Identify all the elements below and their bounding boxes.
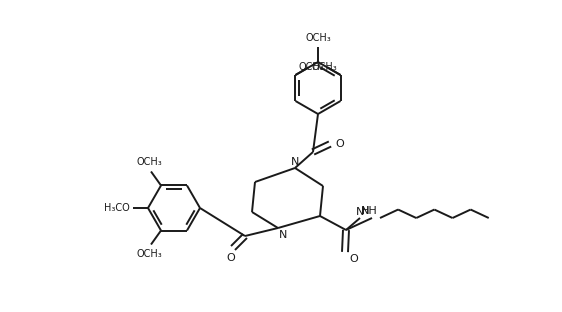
Text: OCH₃: OCH₃: [136, 249, 162, 259]
Text: NH: NH: [361, 206, 377, 216]
Text: N: N: [291, 157, 299, 167]
Text: OCH₃: OCH₃: [311, 62, 337, 72]
Text: H₃CO: H₃CO: [104, 203, 130, 213]
Text: OCH₃: OCH₃: [305, 33, 331, 43]
Text: N: N: [279, 230, 287, 240]
Text: O: O: [226, 253, 235, 263]
Text: H: H: [362, 206, 370, 216]
Text: OCH₃: OCH₃: [299, 62, 324, 72]
Text: O: O: [349, 254, 358, 264]
Text: OCH₃: OCH₃: [136, 158, 162, 168]
Text: O: O: [335, 139, 344, 149]
Text: N: N: [356, 207, 364, 217]
